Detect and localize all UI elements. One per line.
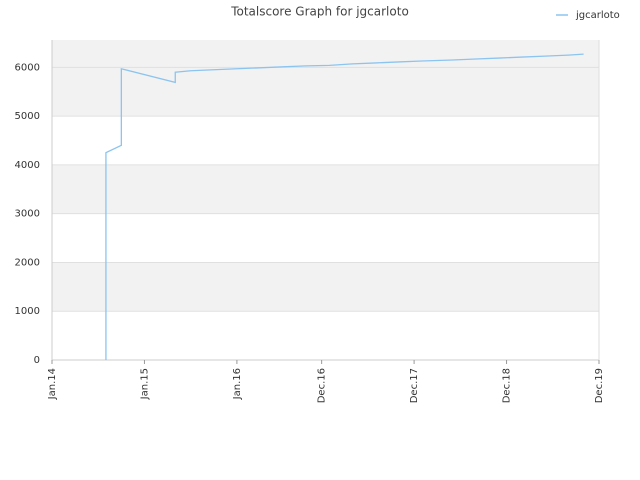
x-tick-label: Jan.15 [139, 368, 150, 400]
y-tick-label: 6000 [15, 62, 40, 73]
plot-band [52, 67, 599, 117]
plot-band [52, 40, 599, 68]
x-tick-label: Dec.18 [502, 368, 513, 403]
x-tick-label: Jan.14 [47, 368, 58, 400]
x-tick-label: Dec.17 [409, 368, 420, 403]
plot-band [52, 262, 599, 312]
y-tick-label: 1000 [15, 306, 40, 317]
y-tick-label: 4000 [15, 160, 40, 171]
y-tick-label: 0 [34, 355, 40, 366]
data-line [105, 53, 584, 360]
plot-band [52, 164, 599, 214]
x-tick-label: Jan.16 [232, 368, 243, 400]
y-tick-label: 5000 [15, 111, 40, 122]
y-tick-label: 3000 [15, 209, 40, 220]
x-tick-label: Dec.19 [594, 368, 605, 403]
y-tick-label: 2000 [15, 257, 40, 268]
legend-label: jgcarloto [575, 10, 620, 21]
x-tick-label: Dec.16 [317, 368, 328, 403]
chart-title: Totalscore Graph for jgcarloto [230, 5, 409, 19]
